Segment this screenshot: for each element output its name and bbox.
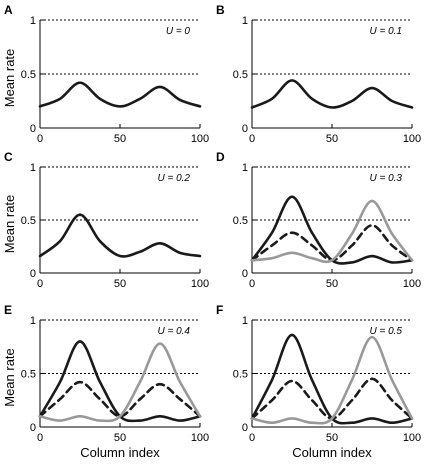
y-axis-label: Mean rate xyxy=(2,49,17,108)
series-line-3 xyxy=(250,199,414,264)
x-tick-label: 100 xyxy=(191,432,209,444)
panel-e: E 0 0.5 1 0 50 100 U = 0.4 Mean rate Column index xyxy=(2,303,209,460)
x-tick-label: 100 xyxy=(403,432,421,444)
y-tick-label: 1 xyxy=(242,315,248,327)
y-tick-label: 1 xyxy=(30,315,36,327)
u-annotation: U = 0.3 xyxy=(369,173,402,184)
y-tick-label: 0.5 xyxy=(21,69,36,81)
panel-a: A 0 0.5 1 0 50 100 U = 0 Mean rate xyxy=(2,3,209,145)
x-tick-label: 50 xyxy=(114,278,126,290)
x-tick-label: 50 xyxy=(114,133,126,145)
u-annotation: U = 0.2 xyxy=(157,173,190,184)
y-tick-label: 0 xyxy=(30,268,36,280)
x-tick-label: 100 xyxy=(191,278,209,290)
series-line-1 xyxy=(250,195,414,265)
series-line-1 xyxy=(38,81,202,108)
series-line-3 xyxy=(250,335,414,425)
y-tick-label: 1 xyxy=(30,15,36,27)
y-tick-label: 0.5 xyxy=(233,69,248,81)
x-tick-label: 50 xyxy=(326,278,338,290)
u-annotation: U = 0 xyxy=(166,26,191,37)
y-tick-label: 0 xyxy=(242,422,248,434)
panel-label: E xyxy=(4,303,12,317)
x-tick-label: 0 xyxy=(249,432,255,444)
y-tick-label: 1 xyxy=(242,162,248,174)
x-tick-label: 50 xyxy=(114,432,126,444)
x-axis-label: Column index xyxy=(80,445,160,460)
y-tick-label: 0 xyxy=(242,123,248,135)
series-line-1 xyxy=(250,79,414,109)
x-tick-label: 50 xyxy=(326,432,338,444)
x-tick-label: 50 xyxy=(326,133,338,145)
y-tick-label: 0 xyxy=(242,268,248,280)
panel-label: B xyxy=(216,3,225,17)
y-tick-label: 1 xyxy=(30,162,36,174)
y-tick-label: 0.5 xyxy=(233,215,248,227)
x-tick-label: 0 xyxy=(249,133,255,145)
y-tick-label: 0 xyxy=(30,123,36,135)
series-line-1 xyxy=(38,213,202,258)
u-annotation: U = 0.5 xyxy=(369,326,402,337)
series-line-3 xyxy=(38,342,202,423)
series-line-2 xyxy=(250,224,414,262)
panel-b: B 0 0.5 1 0 50 100 U = 0.1 xyxy=(216,3,421,145)
y-tick-label: 0.5 xyxy=(233,369,248,381)
panel-c: C 0 0.5 1 0 50 100 U = 0.2 Mean rate xyxy=(2,150,209,290)
panel-f: F 0 0.5 1 0 50 100 U = 0.5 Column index xyxy=(216,303,421,460)
u-annotation: U = 0.4 xyxy=(157,326,190,337)
panel-label: F xyxy=(216,303,223,317)
y-tick-label: 0 xyxy=(30,422,36,434)
series-line-1 xyxy=(250,333,414,425)
y-axis-label: Mean rate xyxy=(2,348,17,407)
x-tick-label: 0 xyxy=(37,432,43,444)
x-tick-label: 0 xyxy=(37,278,43,290)
panel-label: D xyxy=(216,150,225,164)
u-annotation: U = 0.1 xyxy=(369,26,402,37)
series-line-2 xyxy=(38,380,202,418)
panel-label: A xyxy=(4,3,13,17)
series-line-1 xyxy=(38,340,202,423)
x-axis-label: Column index xyxy=(292,445,372,460)
x-tick-label: 0 xyxy=(249,278,255,290)
x-tick-label: 100 xyxy=(403,278,421,290)
y-tick-label: 0.5 xyxy=(21,215,36,227)
y-axis-label: Mean rate xyxy=(2,195,17,254)
y-tick-label: 0.5 xyxy=(21,369,36,381)
x-tick-label: 0 xyxy=(37,133,43,145)
x-tick-label: 100 xyxy=(191,133,209,145)
y-tick-label: 1 xyxy=(242,15,248,27)
panel-label: C xyxy=(4,150,13,164)
series-line-2 xyxy=(250,377,414,420)
panel-d: D 0 0.5 1 0 50 100 U = 0.3 xyxy=(216,150,421,290)
x-tick-label: 100 xyxy=(403,133,421,145)
